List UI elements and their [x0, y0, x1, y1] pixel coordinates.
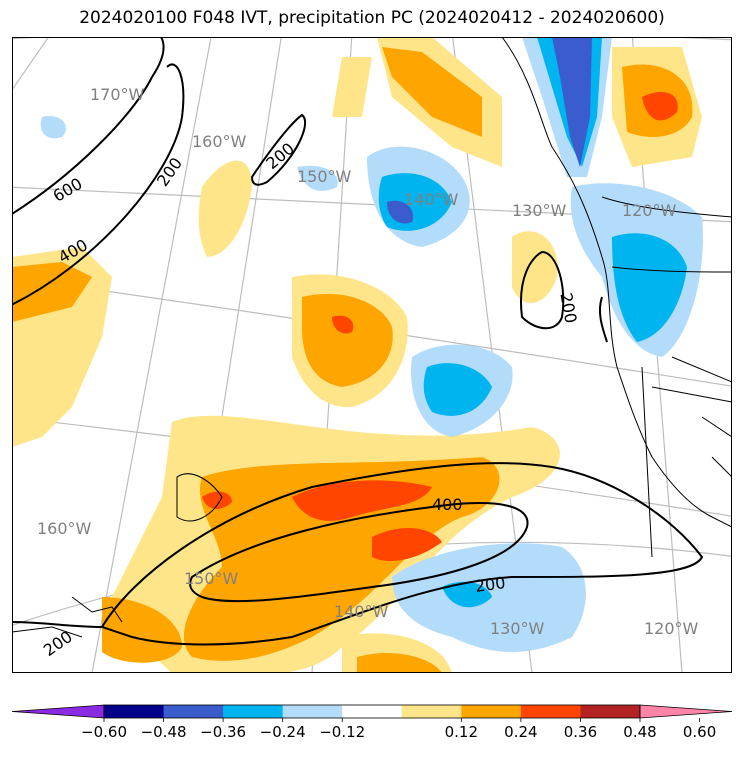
colorbar-tick-label: −0.60 — [81, 723, 127, 741]
lon-label: 140°W — [404, 190, 459, 209]
colorbar-segment — [461, 705, 522, 718]
contour-label: 400 — [432, 495, 463, 514]
lon-label: 150°W — [184, 569, 239, 588]
colorbar-tick-label: −0.48 — [141, 723, 187, 741]
ivt-contours — [12, 37, 704, 646]
coastlines — [12, 37, 732, 638]
colorbar-tick-label: 0.36 — [564, 723, 597, 741]
contour-label: 200 — [153, 154, 186, 190]
lon-label: 160°W — [192, 132, 247, 151]
precip-negative — [40, 37, 703, 652]
colorbar-segment — [342, 705, 403, 718]
colorbar-segment — [282, 705, 343, 718]
map-title: 2024020100 F048 IVT, precipitation PC (2… — [79, 8, 665, 28]
colorbar-segment — [104, 705, 165, 718]
colorbar-segment — [163, 705, 224, 718]
colorbar-tick-label: −0.12 — [319, 723, 365, 741]
map-panel: 600 400 200 200 200 400 200 200 170°W 16… — [12, 37, 732, 673]
contour-label: 600 — [50, 174, 86, 206]
lon-label: 120°W — [644, 619, 699, 638]
lon-label: 160°W — [37, 519, 92, 538]
colorbar-tick-label: 0.24 — [504, 723, 537, 741]
lon-label: 170°W — [90, 85, 145, 104]
lon-label: 130°W — [490, 619, 545, 638]
contour-label: 200 — [40, 627, 76, 660]
lon-label: 140°W — [334, 602, 389, 621]
colorbar-tick-label: 0.60 — [683, 723, 716, 741]
precip-positive — [12, 37, 702, 673]
colorbar-outline — [103, 704, 641, 719]
lon-label: 150°W — [297, 167, 352, 186]
colorbar-tick-label: −0.24 — [260, 723, 306, 741]
colorbar-segment — [520, 705, 581, 718]
colorbar-segment — [223, 705, 284, 718]
colorbar-segment — [401, 705, 462, 718]
colorbar-tick-label: −0.36 — [200, 723, 246, 741]
map-frame — [12, 37, 732, 673]
lon-label: 130°W — [512, 201, 567, 220]
colorbar-segment — [580, 705, 641, 718]
colorbar-extend-min — [12, 704, 105, 719]
lon-label: 120°W — [622, 201, 677, 220]
colorbar: −0.60 −0.48 −0.36 −0.24 −0.12 0.12 0.24 0.36 0.4… — [12, 704, 732, 741]
contour-label: 200 — [262, 139, 298, 173]
colorbar-tick-label: 0.12 — [445, 723, 478, 741]
colorbar-tick-label: 0.48 — [623, 723, 656, 741]
colorbar-extend-max — [639, 704, 732, 719]
contour-label: 200 — [474, 573, 507, 596]
